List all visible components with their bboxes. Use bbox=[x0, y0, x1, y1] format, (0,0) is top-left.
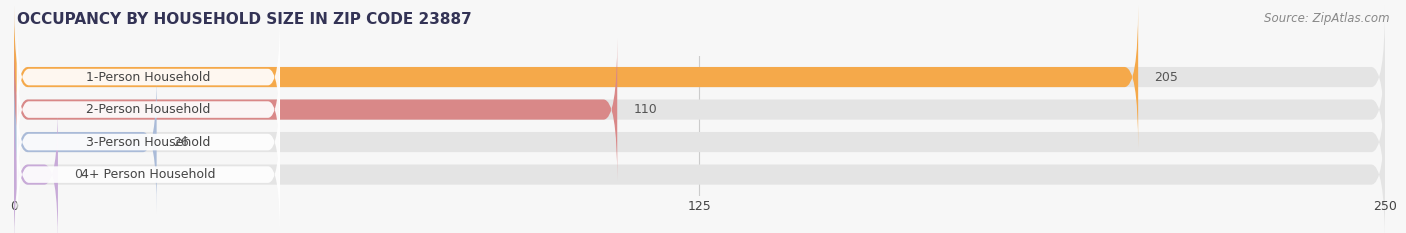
Text: Source: ZipAtlas.com: Source: ZipAtlas.com bbox=[1264, 12, 1389, 25]
FancyBboxPatch shape bbox=[17, 14, 280, 140]
Text: 2-Person Household: 2-Person Household bbox=[86, 103, 211, 116]
FancyBboxPatch shape bbox=[14, 71, 1385, 213]
Text: 4+ Person Household: 4+ Person Household bbox=[82, 168, 215, 181]
Text: 26: 26 bbox=[173, 136, 188, 149]
FancyBboxPatch shape bbox=[14, 38, 1385, 181]
FancyBboxPatch shape bbox=[14, 38, 617, 181]
Text: 3-Person Household: 3-Person Household bbox=[86, 136, 211, 149]
FancyBboxPatch shape bbox=[14, 6, 1385, 148]
Text: 0: 0 bbox=[75, 168, 83, 181]
Text: OCCUPANCY BY HOUSEHOLD SIZE IN ZIP CODE 23887: OCCUPANCY BY HOUSEHOLD SIZE IN ZIP CODE … bbox=[17, 12, 471, 27]
FancyBboxPatch shape bbox=[14, 71, 156, 213]
FancyBboxPatch shape bbox=[17, 79, 280, 205]
FancyBboxPatch shape bbox=[14, 103, 1385, 233]
FancyBboxPatch shape bbox=[14, 6, 1139, 148]
FancyBboxPatch shape bbox=[14, 103, 58, 233]
Text: 1-Person Household: 1-Person Household bbox=[86, 71, 211, 84]
Text: 205: 205 bbox=[1154, 71, 1178, 84]
Text: 110: 110 bbox=[634, 103, 658, 116]
FancyBboxPatch shape bbox=[17, 111, 280, 233]
FancyBboxPatch shape bbox=[17, 46, 280, 173]
